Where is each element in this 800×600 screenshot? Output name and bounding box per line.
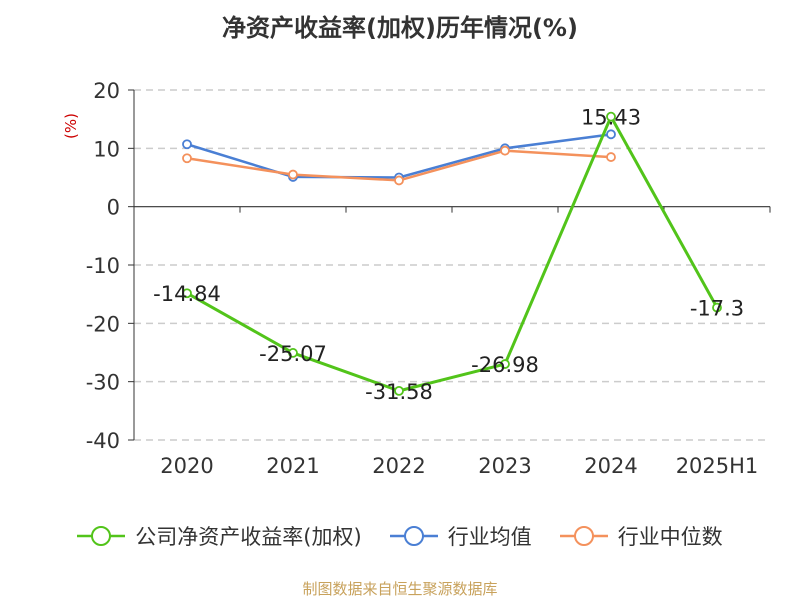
y-axis-label: (%) [62, 113, 80, 139]
x-tick-label: 2024 [584, 454, 637, 478]
legend-swatch-marker [91, 526, 112, 546]
series-line-1 [186, 133, 612, 179]
y-tick-label: -40 [86, 429, 120, 453]
x-tick-labels: 2020 2021 2022 2023 2024 2025H1 [160, 454, 758, 478]
legend-swatch-marker [573, 526, 594, 546]
data-point [288, 169, 298, 180]
x-tick-label: 2023 [478, 454, 531, 478]
data-label: -25.07 [259, 342, 327, 366]
data-point [606, 111, 616, 122]
y-tick-label: 10 [93, 137, 120, 161]
legend-item: 行业均值 [389, 521, 532, 551]
legend-label: 行业均值 [447, 525, 532, 549]
y-tick-label: -20 [86, 312, 120, 336]
x-tick-label: 2025H1 [676, 454, 759, 478]
data-point [712, 302, 722, 313]
y-tick-label: 0 [107, 196, 120, 220]
legend-swatch [389, 526, 438, 546]
legend-swatch [559, 526, 608, 546]
x-tick-label: 2022 [372, 454, 425, 478]
legend-swatch-marker [403, 526, 424, 546]
data-label: 15.43 [581, 106, 641, 130]
source-note: 制图数据来自恒生聚源数据库 [302, 580, 498, 598]
data-point [394, 175, 404, 186]
x-tick-label: 2021 [266, 454, 319, 478]
legend-item: 行业中位数 [559, 521, 723, 551]
data-label: -31.58 [365, 380, 433, 404]
legend-label: 公司净资产收益率(加权) [135, 525, 362, 549]
legend-item: 公司净资产收益率(加权) [77, 521, 362, 551]
data-point [182, 288, 192, 299]
legend-swatch [77, 526, 126, 546]
data-labels: -14.84 -25.07 -31.58 -26.98 15.43 -17.3 [153, 106, 744, 404]
data-label: -17.3 [690, 297, 744, 321]
y-tick-label: 20 [93, 79, 120, 103]
y-tick-label: -30 [86, 371, 120, 395]
data-label: -14.84 [153, 282, 221, 306]
axes [128, 89, 771, 441]
data-point [182, 139, 192, 150]
chart-title: 净资产收益率(加权)历年情况(%) [222, 14, 578, 42]
data-point [606, 129, 616, 140]
legend: 公司净资产收益率(加权) 行业均值 行业中位数 [0, 518, 800, 554]
data-point [182, 153, 192, 164]
x-tick-label: 2020 [160, 454, 213, 478]
data-point [500, 359, 510, 369]
series-lines [182, 111, 722, 396]
series-line-0 [186, 115, 719, 393]
y-tick-label: -10 [86, 254, 120, 278]
data-point [394, 385, 404, 396]
data-point [500, 145, 510, 156]
y-tick-labels: 20 10 0 -10 -20 -30 -40 [86, 79, 120, 453]
legend-label: 行业中位数 [617, 525, 723, 549]
data-point [606, 152, 616, 162]
data-point [288, 348, 298, 358]
data-label: -26.98 [471, 353, 539, 377]
grid-lines [134, 89, 770, 441]
